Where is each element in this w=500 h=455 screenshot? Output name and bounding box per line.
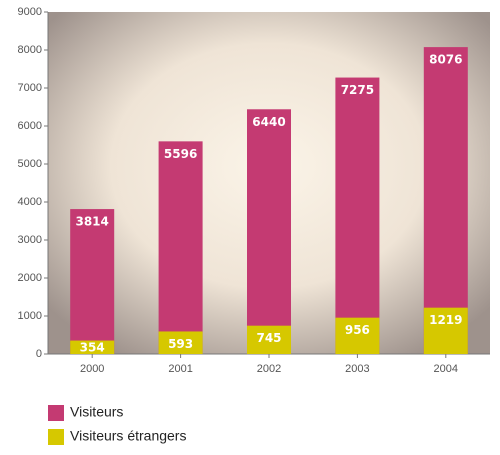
bar bbox=[335, 317, 380, 354]
y-tick-label: 2000 bbox=[18, 272, 42, 284]
bar bbox=[423, 47, 468, 354]
y-tick-label: 3000 bbox=[18, 234, 42, 246]
value-label: 1219 bbox=[429, 313, 462, 327]
y-tick-label: 4000 bbox=[18, 196, 42, 208]
y-tick-label: 8000 bbox=[18, 44, 42, 56]
y-tick-label: 1000 bbox=[18, 310, 42, 322]
bar bbox=[247, 325, 291, 354]
bar bbox=[70, 209, 115, 354]
value-label: 3814 bbox=[75, 215, 108, 229]
value-label: 6440 bbox=[252, 115, 285, 129]
legend-label: Visiteurs bbox=[70, 404, 123, 420]
legend-swatch bbox=[48, 429, 64, 445]
bar bbox=[247, 109, 291, 354]
value-label: 593 bbox=[168, 337, 193, 351]
legend-label: Visiteurs étrangers bbox=[70, 428, 186, 444]
value-label: 5596 bbox=[164, 147, 197, 161]
value-label: 7275 bbox=[341, 83, 374, 97]
value-label: 8076 bbox=[429, 53, 462, 67]
legend-swatch bbox=[48, 405, 64, 421]
bar bbox=[423, 307, 468, 354]
bar bbox=[158, 141, 203, 354]
bar bbox=[335, 77, 380, 355]
x-tick-label: 2002 bbox=[257, 363, 281, 375]
value-label: 354 bbox=[80, 341, 105, 355]
x-tick-label: 2003 bbox=[345, 363, 369, 375]
y-tick-label: 7000 bbox=[18, 82, 42, 94]
y-tick-label: 9000 bbox=[18, 6, 42, 18]
value-label: 745 bbox=[256, 331, 281, 345]
x-tick-label: 2001 bbox=[168, 363, 192, 375]
bar bbox=[70, 340, 115, 354]
y-tick-label: 6000 bbox=[18, 120, 42, 132]
bar bbox=[158, 331, 203, 354]
y-tick-label: 0 bbox=[36, 348, 42, 360]
x-tick-label: 2000 bbox=[80, 363, 104, 375]
x-tick-label: 2004 bbox=[434, 363, 458, 375]
y-tick-label: 5000 bbox=[18, 158, 42, 170]
value-label: 956 bbox=[345, 323, 370, 337]
